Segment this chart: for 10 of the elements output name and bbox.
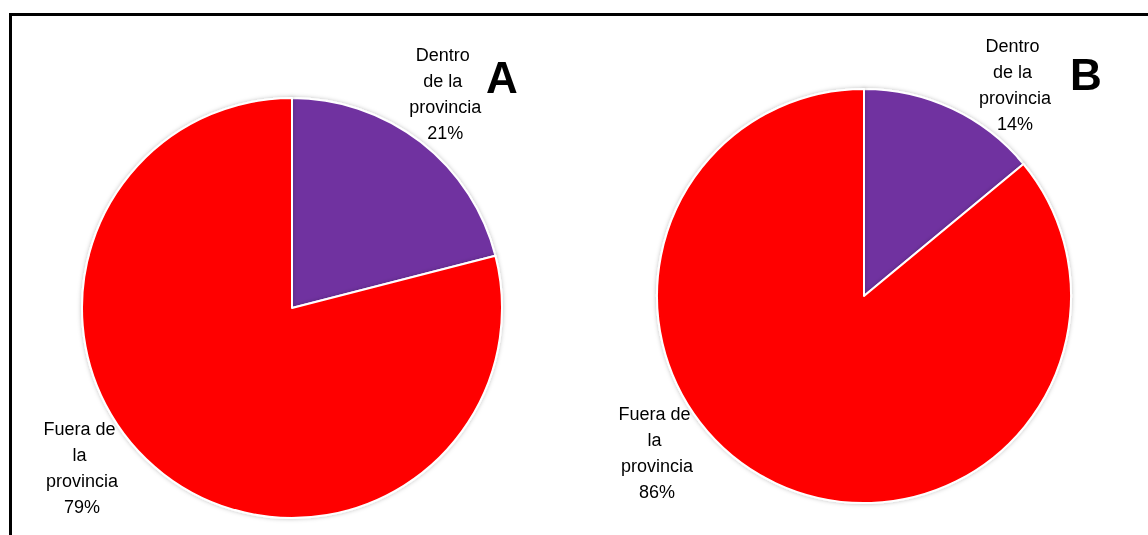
slice-label: Dentro de la provincia (409, 44, 483, 117)
data-label: 86% (638, 482, 676, 503)
chart-title: A (486, 52, 518, 102)
data-label: 21% (427, 122, 464, 143)
data-label: 79% (63, 496, 101, 517)
chart-title: B (1070, 49, 1102, 99)
slice-label: Dentro de la provincia (979, 35, 1053, 108)
slice-label: Fuera de la provincia (43, 418, 121, 491)
slice-label: Fuera de la provincia (618, 404, 696, 477)
data-label: 14% (997, 113, 1034, 134)
